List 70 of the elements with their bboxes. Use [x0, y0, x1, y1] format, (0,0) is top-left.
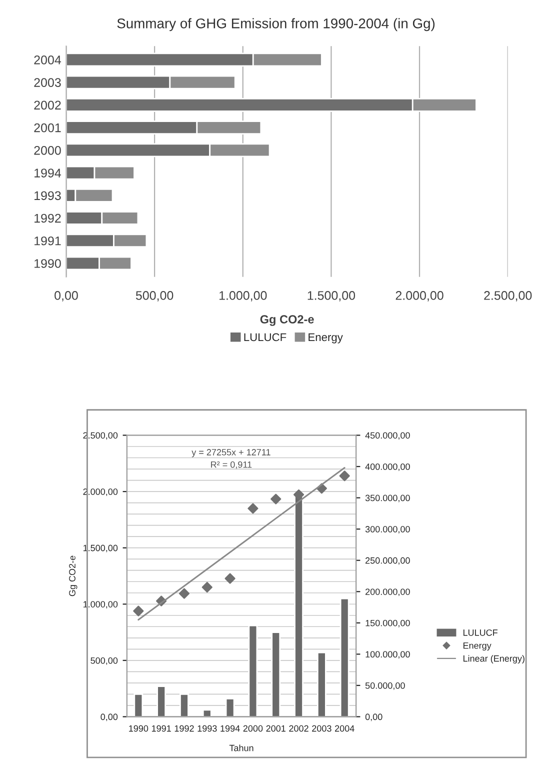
x-tick-label: 2001 [266, 725, 286, 732]
bar [156, 686, 166, 717]
point [248, 503, 258, 514]
y-tick-label: 1992 [34, 214, 61, 223]
x-tick-label: 0,00 [54, 291, 78, 302]
x-tick-label: 2003 [312, 725, 332, 732]
x-tick-label: 2000 [243, 725, 263, 732]
annotation: y = 27255x + 12711 R² = 0,911 [192, 449, 270, 469]
y-tick-label: 1993 [34, 191, 61, 200]
x-tick-label: 1.500,00 [308, 291, 356, 302]
y2-tick-label: 450.000,00 [365, 432, 410, 440]
y2-tick-label: 150.000,00 [366, 620, 410, 628]
bar [316, 652, 326, 717]
bar [202, 709, 212, 717]
point [339, 470, 350, 482]
bar [248, 624, 258, 717]
y-tick-label: 2002 [34, 100, 61, 110]
y-tick-label: 1991 [34, 236, 61, 246]
point [133, 606, 144, 616]
x-tick-label: 2.000,00 [396, 291, 444, 302]
y2-tick-label: 200.000,00 [366, 588, 410, 596]
x-tick-label: 2002 [289, 725, 308, 732]
y-tick-label: 2.500,00 [83, 432, 118, 440]
y-tick-label: 2000 [34, 146, 61, 155]
x-tick-label: 500,00 [136, 291, 174, 302]
x-axis-title: Tahun [229, 744, 254, 752]
y2-tick-label: 100.000,00 [366, 651, 410, 659]
x-tick-label: 2004 [335, 725, 354, 732]
y-tick-label: 500,00 [90, 657, 118, 665]
y2-tick-label: 250.000,00 [366, 557, 410, 565]
y-tick-label: 1990 [34, 259, 61, 268]
x-tick-label: 1991 [152, 725, 171, 732]
legend-label: LULUCF [244, 333, 286, 342]
point [178, 588, 190, 599]
point [270, 494, 282, 504]
bar [271, 632, 281, 717]
point [293, 489, 304, 500]
y-axis-title: Gg CO2-e [69, 556, 78, 596]
point [202, 582, 212, 593]
y-tick-label: 2004 [34, 56, 62, 64]
y-tick-label: 2001 [34, 123, 61, 132]
x-tick-label: 2.500,00 [484, 291, 532, 302]
y-tick-label: 2003 [34, 78, 61, 87]
y2-tick-label: 350.000,00 [365, 494, 410, 502]
x-tick-label: 1994 [220, 725, 240, 732]
x-axis-title: Gg CO2-e [260, 315, 314, 326]
bar [340, 598, 350, 717]
y2-tick-label: 50.000,00 [365, 682, 405, 690]
x-tick-label: 1993 [198, 725, 217, 732]
y-tick-label: 1.000,00 [83, 601, 118, 609]
y-tick-label: 2.000,00 [83, 488, 118, 496]
bar [225, 698, 235, 717]
x-tick-label: 1990 [129, 725, 148, 732]
y-tick-label: 1994 [34, 168, 62, 178]
bar [180, 693, 189, 717]
legend-label: Energy [463, 642, 492, 651]
y2-tick-label: 300.000,00 [365, 526, 410, 534]
legend-label: LULUCF [463, 629, 498, 636]
point [224, 573, 236, 584]
x-tick-label: 1.000,00 [220, 291, 267, 302]
chart-title: Summary of GHG Emission from 1990-2004 (in Gg) [117, 18, 435, 32]
y2-tick-label: 400.000,00 [365, 463, 410, 471]
y-tick-label: 1.500,00 [83, 544, 118, 552]
x-tick-label: 1992 [174, 725, 194, 732]
y-tick-label: 0,00 [100, 714, 118, 722]
bar [134, 693, 144, 717]
legend-label: Linear (Energy) [463, 655, 524, 664]
legend-label: Energy [308, 333, 343, 344]
line-series [138, 467, 346, 621]
y2-tick-label: 0,00 [365, 714, 382, 722]
